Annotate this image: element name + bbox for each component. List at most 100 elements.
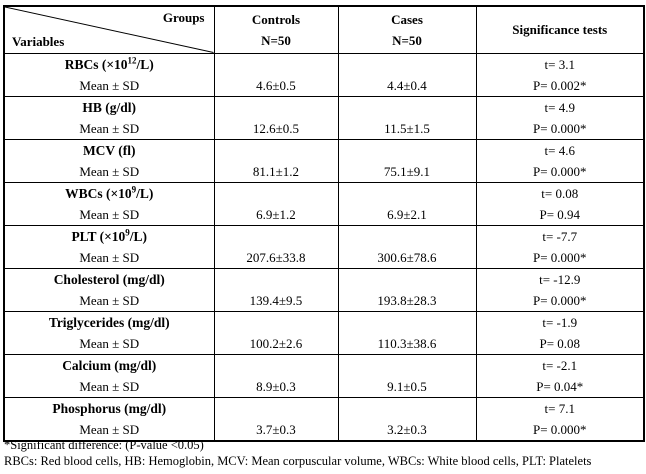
mean-sd-label: Mean ± SD	[79, 421, 140, 437]
variable-cell: RBCs (×1012/L) Mean ± SD	[3, 52, 215, 97]
superscript: 9	[125, 227, 130, 237]
mean-sd-label: Mean ± SD	[79, 292, 140, 308]
cases-value: 11.5±1.5	[384, 120, 430, 136]
significance-header: Significance tests	[475, 5, 645, 54]
corner-cell: Groups Variables	[3, 5, 215, 54]
controls-value-cell: 4.6±0.5	[213, 52, 339, 97]
p-value: P= 0.002*	[532, 77, 587, 93]
p-value: P= 0.000*	[532, 120, 587, 136]
mean-sd-label: Mean ± SD	[79, 77, 140, 93]
table-row: Phosphorus (mg/dl) Mean ± SD 3.7±0.3 3.2…	[3, 396, 645, 441]
footnote-significant-difference: *Significant difference: (P-value <0.05)	[4, 438, 204, 452]
cases-value-cell: 3.2±0.3	[337, 396, 477, 441]
cases-value-cell: 11.5±1.5	[337, 95, 477, 140]
t-value: t= 7.1	[544, 400, 575, 416]
variable-cell: Triglycerides (mg/dl) Mean ± SD	[3, 310, 215, 355]
cases-value: 75.1±9.1	[383, 163, 431, 179]
diagonal-line	[5, 7, 214, 53]
p-value: P= 0.08	[539, 335, 581, 351]
footnotes: *Significant difference: (P-value <0.05)…	[4, 438, 591, 469]
cases-value-cell: 193.8±28.3	[337, 267, 477, 312]
cases-value: 9.1±0.5	[387, 378, 427, 394]
significance-cell: t= -7.7 P= 0.000*	[475, 224, 645, 269]
controls-value: 6.9±1.2	[256, 206, 296, 222]
controls-value: 81.1±1.2	[252, 163, 300, 179]
p-value: P= 0.94	[539, 206, 581, 222]
footnote-abbreviations: RBCs: Red blood cells, HB: Hemoglobin, M…	[4, 453, 592, 468]
superscript: 12	[127, 55, 137, 65]
cases-value-cell: 6.9±2.1	[337, 181, 477, 226]
t-value: t= -7.7	[542, 228, 578, 244]
p-value: P= 0.000*	[532, 163, 587, 179]
variable-name: RBCs (×1012/L)	[64, 55, 154, 72]
controls-value-cell: 3.7±0.3	[213, 396, 339, 441]
significance-cell: t= -1.9 P= 0.08	[475, 310, 645, 355]
t-value: t= 4.6	[544, 142, 575, 158]
variable-name: Calcium (mg/dl)	[62, 357, 157, 373]
controls-value: 4.6±0.5	[256, 77, 296, 93]
variable-cell: Calcium (mg/dl) Mean ± SD	[3, 353, 215, 398]
cases-value: 4.4±0.4	[387, 77, 427, 93]
controls-value-cell: 81.1±1.2	[213, 138, 339, 183]
t-value: t= 0.08	[541, 185, 579, 201]
cases-value-cell: 110.3±38.6	[337, 310, 477, 355]
mean-sd-label: Mean ± SD	[79, 206, 140, 222]
variable-cell: PLT (×109/L) Mean ± SD	[3, 224, 215, 269]
variable-cell: Cholesterol (mg/dl) Mean ± SD	[3, 267, 215, 312]
cases-header-n: N=50	[392, 32, 422, 48]
variable-cell: Phosphorus (mg/dl) Mean ± SD	[3, 396, 215, 441]
significance-cell: t= 4.9 P= 0.000*	[475, 95, 645, 140]
controls-header: Controls N=50	[213, 5, 339, 54]
significance-cell: t= -12.9 P= 0.000*	[475, 267, 645, 312]
controls-header-n: N=50	[261, 32, 291, 48]
controls-value-cell: 8.9±0.3	[213, 353, 339, 398]
controls-value: 100.2±2.6	[249, 335, 303, 351]
controls-value-cell: 12.6±0.5	[213, 95, 339, 140]
significance-header-title: Significance tests	[512, 22, 608, 38]
variable-cell: WBCs (×109/L) Mean ± SD	[3, 181, 215, 226]
cases-header: Cases N=50	[337, 5, 477, 54]
t-value: t= 4.9	[544, 99, 575, 115]
p-value: P= 0.000*	[532, 249, 587, 265]
controls-value: 8.9±0.3	[256, 378, 296, 394]
header-row: Groups Variables Controls N=50 Cases N=5…	[3, 5, 645, 54]
table-row: RBCs (×1012/L) Mean ± SD 4.6±0.5 4.4±0.4…	[3, 52, 645, 97]
table-row: PLT (×109/L) Mean ± SD 207.6±33.8 300.6±…	[3, 224, 645, 269]
variable-cell: HB (g/dl) Mean ± SD	[3, 95, 215, 140]
table-row: MCV (fl) Mean ± SD 81.1±1.2 75.1±9.1 t= …	[3, 138, 645, 183]
controls-value: 12.6±0.5	[252, 120, 300, 136]
controls-value-cell: 207.6±33.8	[213, 224, 339, 269]
t-value: t= -1.9	[542, 314, 578, 330]
variable-name: Cholesterol (mg/dl)	[53, 271, 165, 287]
cases-value-cell: 4.4±0.4	[337, 52, 477, 97]
variable-name: Triglycerides (mg/dl)	[48, 314, 170, 330]
p-value: P= 0.000*	[532, 292, 587, 308]
variable-name: HB (g/dl)	[82, 99, 137, 115]
cases-value: 300.6±78.6	[377, 249, 437, 265]
significance-cell: t= 4.6 P= 0.000*	[475, 138, 645, 183]
controls-value-cell: 6.9±1.2	[213, 181, 339, 226]
corner-variables-label: Variables	[12, 33, 65, 49]
significance-cell: t= -2.1 P= 0.04*	[475, 353, 645, 398]
table-row: Cholesterol (mg/dl) Mean ± SD 139.4±9.5 …	[3, 267, 645, 312]
controls-value: 3.7±0.3	[256, 421, 296, 437]
table-row: HB (g/dl) Mean ± SD 12.6±0.5 11.5±1.5 t=…	[3, 95, 645, 140]
variable-name: PLT (×109/L)	[71, 227, 148, 244]
mean-sd-label: Mean ± SD	[79, 249, 140, 265]
mean-sd-label: Mean ± SD	[79, 163, 140, 179]
mean-sd-label: Mean ± SD	[79, 335, 140, 351]
cases-value: 3.2±0.3	[387, 421, 427, 437]
mean-sd-label: Mean ± SD	[79, 120, 140, 136]
variable-name: MCV (fl)	[82, 142, 136, 158]
cases-value: 193.8±28.3	[377, 292, 437, 308]
controls-value: 139.4±9.5	[249, 292, 303, 308]
corner-groups-label: Groups	[162, 10, 205, 25]
controls-value: 207.6±33.8	[246, 249, 306, 265]
cases-value-cell: 300.6±78.6	[337, 224, 477, 269]
mean-sd-label: Mean ± SD	[79, 378, 140, 394]
t-value: t= 3.1	[544, 56, 575, 72]
t-value: t= -12.9	[539, 271, 581, 287]
significance-cell: t= 7.1 P= 0.000*	[475, 396, 645, 441]
p-value: P= 0.000*	[532, 421, 587, 437]
